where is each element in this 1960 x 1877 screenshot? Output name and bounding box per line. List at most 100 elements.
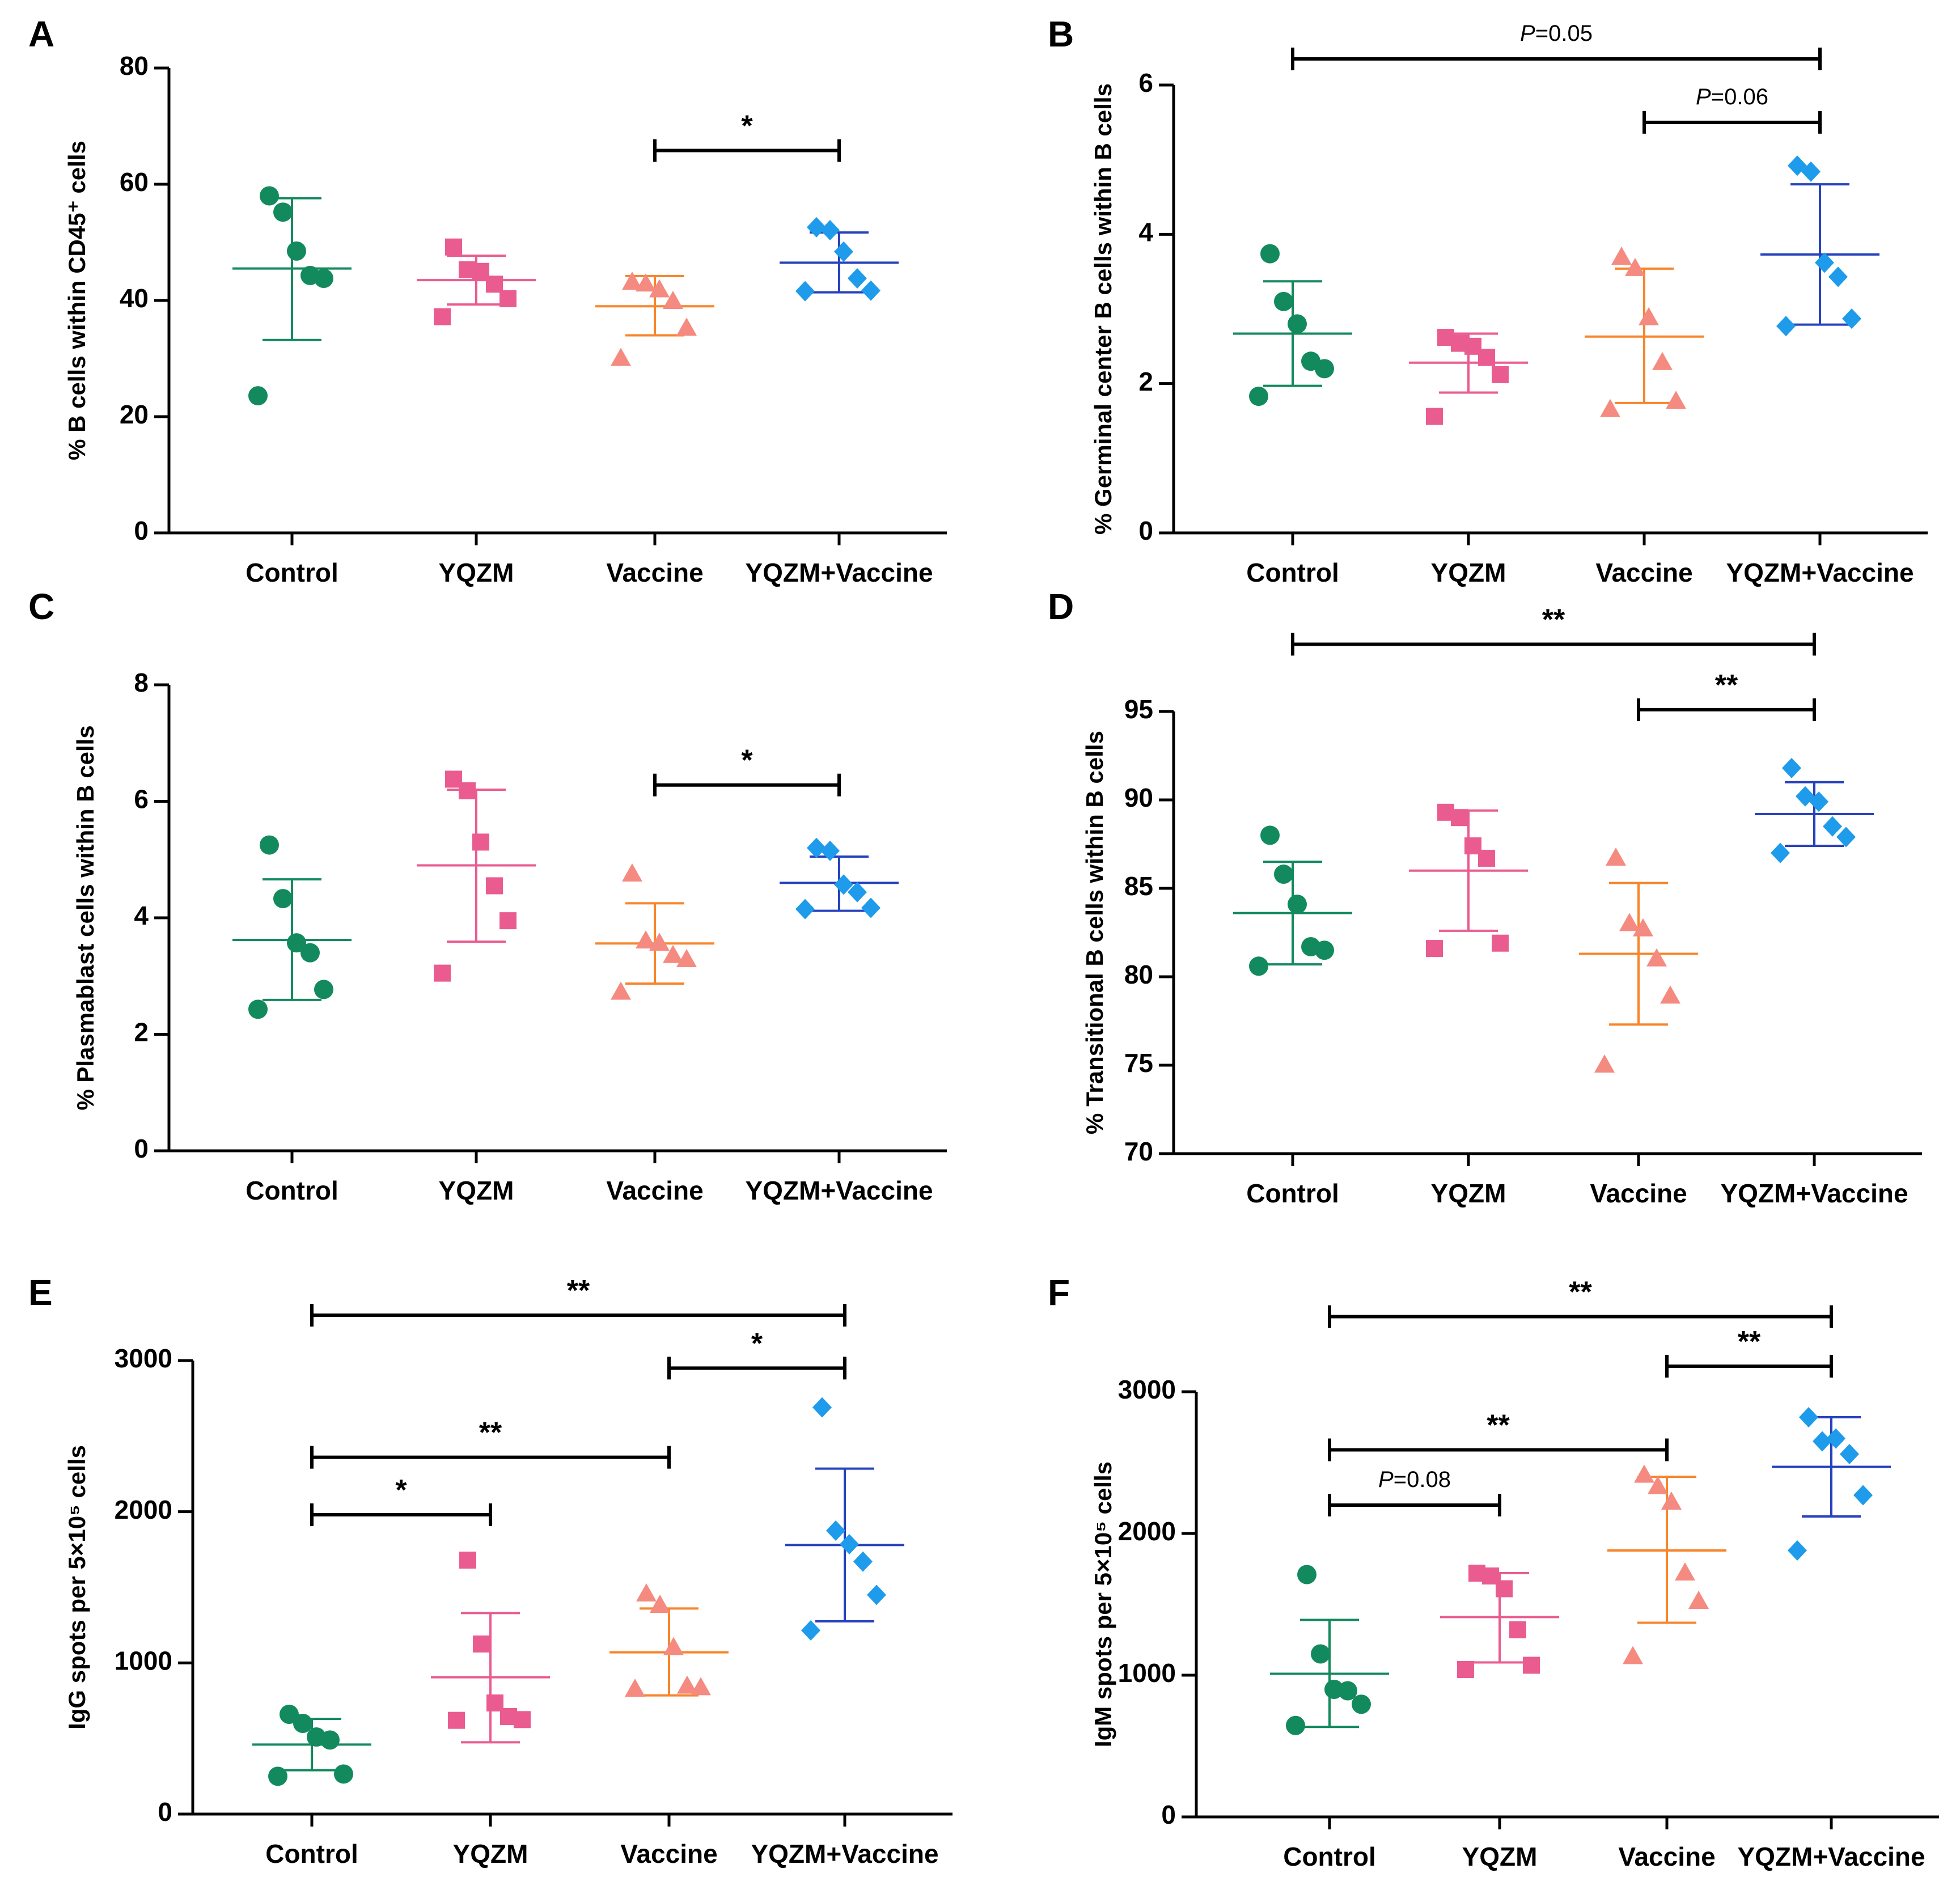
- significance-label: **: [567, 1274, 590, 1307]
- data-point: [1600, 399, 1620, 417]
- data-point: [459, 1552, 476, 1569]
- data-point: [1288, 895, 1307, 914]
- data-point: [1260, 825, 1280, 845]
- data-point: [663, 944, 683, 963]
- data-point: [663, 1637, 684, 1655]
- data-point: [293, 1714, 312, 1733]
- y-tick-label: 3000: [1118, 1375, 1176, 1404]
- significance-label: **: [1569, 1276, 1592, 1309]
- data-point: [320, 1730, 340, 1750]
- data-point: [1315, 940, 1334, 960]
- significance-label: *: [741, 110, 753, 143]
- y-tick-label: 2: [134, 1018, 149, 1047]
- y-axis-label: % Transitional B cells within B cells: [1081, 731, 1108, 1134]
- data-point: [273, 202, 293, 222]
- y-tick-label: 90: [1124, 783, 1153, 812]
- y-tick-label: 1000: [115, 1646, 172, 1675]
- x-tick-label: Vaccine: [606, 1176, 703, 1205]
- x-tick-label: Control: [1246, 1179, 1339, 1208]
- x-tick-label: Vaccine: [606, 558, 703, 587]
- x-tick-label: YQZM+Vaccine: [745, 1176, 933, 1205]
- y-tick-label: 2000: [1118, 1516, 1176, 1546]
- y-tick-label: 0: [134, 1134, 149, 1163]
- y-tick-label: 40: [120, 283, 149, 313]
- data-point: [1496, 1580, 1513, 1598]
- panel-letter: D: [1048, 586, 1074, 627]
- y-tick-label: 95: [1124, 694, 1153, 724]
- x-tick-label: YQZM: [1431, 558, 1506, 587]
- significance-label: P=0.06: [1696, 84, 1768, 109]
- y-tick-label: 4: [134, 901, 149, 930]
- data-point: [853, 1551, 873, 1572]
- data-point: [248, 999, 268, 1019]
- data-point: [1688, 1591, 1709, 1609]
- data-point: [448, 1711, 465, 1729]
- panel-B: B 0 2 4 6 % Germinal center B cells within B …: [1048, 14, 1928, 587]
- data-point: [280, 1705, 299, 1724]
- data-point: [1776, 316, 1796, 337]
- data-point: [820, 840, 840, 861]
- data-point: [300, 943, 320, 963]
- data-point: [1311, 1644, 1330, 1664]
- data-point: [1286, 1715, 1305, 1735]
- x-tick-label: YQZM+Vaccine: [751, 1839, 938, 1868]
- panel-letter: C: [28, 586, 54, 627]
- data-point: [434, 964, 451, 982]
- y-tick-label: 70: [1124, 1137, 1153, 1166]
- data-point: [268, 1766, 287, 1786]
- data-point: [636, 930, 656, 949]
- data-point: [499, 912, 517, 930]
- data-point: [1809, 791, 1828, 812]
- y-axis-label: % B cells within CD45⁺ cells: [64, 141, 90, 460]
- data-point: [636, 273, 656, 292]
- data-point: [795, 281, 815, 302]
- y-tick-label: 80: [120, 51, 149, 80]
- data-point: [314, 980, 333, 999]
- panel-letter: B: [1048, 14, 1074, 54]
- y-tick-label: 60: [120, 167, 149, 197]
- data-point: [795, 899, 815, 920]
- data-point: [636, 1583, 657, 1601]
- significance-label: P=0.05: [1520, 21, 1593, 46]
- data-point: [1828, 266, 1848, 287]
- data-point: [1478, 349, 1495, 366]
- data-point: [1675, 1562, 1695, 1581]
- data-point: [861, 280, 880, 301]
- data-point: [1823, 816, 1842, 837]
- data-point: [1606, 847, 1626, 866]
- data-point: [1492, 934, 1509, 952]
- data-point: [1315, 359, 1334, 379]
- y-axis-label: % Plasmablast cells within B cells: [72, 725, 99, 1110]
- data-point: [273, 889, 293, 909]
- data-point: [834, 241, 853, 262]
- data-point: [1826, 1428, 1845, 1449]
- data-point: [1492, 366, 1509, 383]
- significance-label: *: [395, 1474, 407, 1507]
- x-tick-label: YQZM+Vaccine: [745, 558, 933, 587]
- data-point: [1509, 1621, 1526, 1638]
- y-tick-label: 85: [1124, 871, 1153, 901]
- data-point: [1788, 1540, 1807, 1561]
- data-point: [625, 1679, 645, 1697]
- x-tick-label: YQZM: [439, 558, 514, 587]
- data-point: [1478, 849, 1495, 867]
- x-tick-label: Vaccine: [1595, 558, 1692, 587]
- x-tick-label: Control: [1283, 1842, 1376, 1871]
- data-point: [1633, 918, 1653, 937]
- data-point: [848, 882, 867, 903]
- y-tick-label: 0: [1138, 516, 1153, 545]
- y-tick-label: 0: [134, 516, 149, 545]
- data-point: [1611, 247, 1632, 265]
- y-tick-label: 0: [1161, 1800, 1176, 1829]
- panel-D: D 70 75 80 85 90 95 % Transitional B cells with…: [1048, 586, 1922, 1208]
- y-axis-label: IgG spots per 5×10⁵ cells: [64, 1445, 90, 1730]
- data-point: [1426, 408, 1443, 425]
- data-point: [1352, 1694, 1371, 1714]
- data-point: [1660, 985, 1680, 1004]
- data-point: [1523, 1656, 1540, 1674]
- x-tick-label: YQZM+Vaccine: [1720, 1179, 1908, 1208]
- data-point: [820, 219, 840, 240]
- data-point: [1652, 351, 1673, 370]
- data-point: [840, 1534, 859, 1554]
